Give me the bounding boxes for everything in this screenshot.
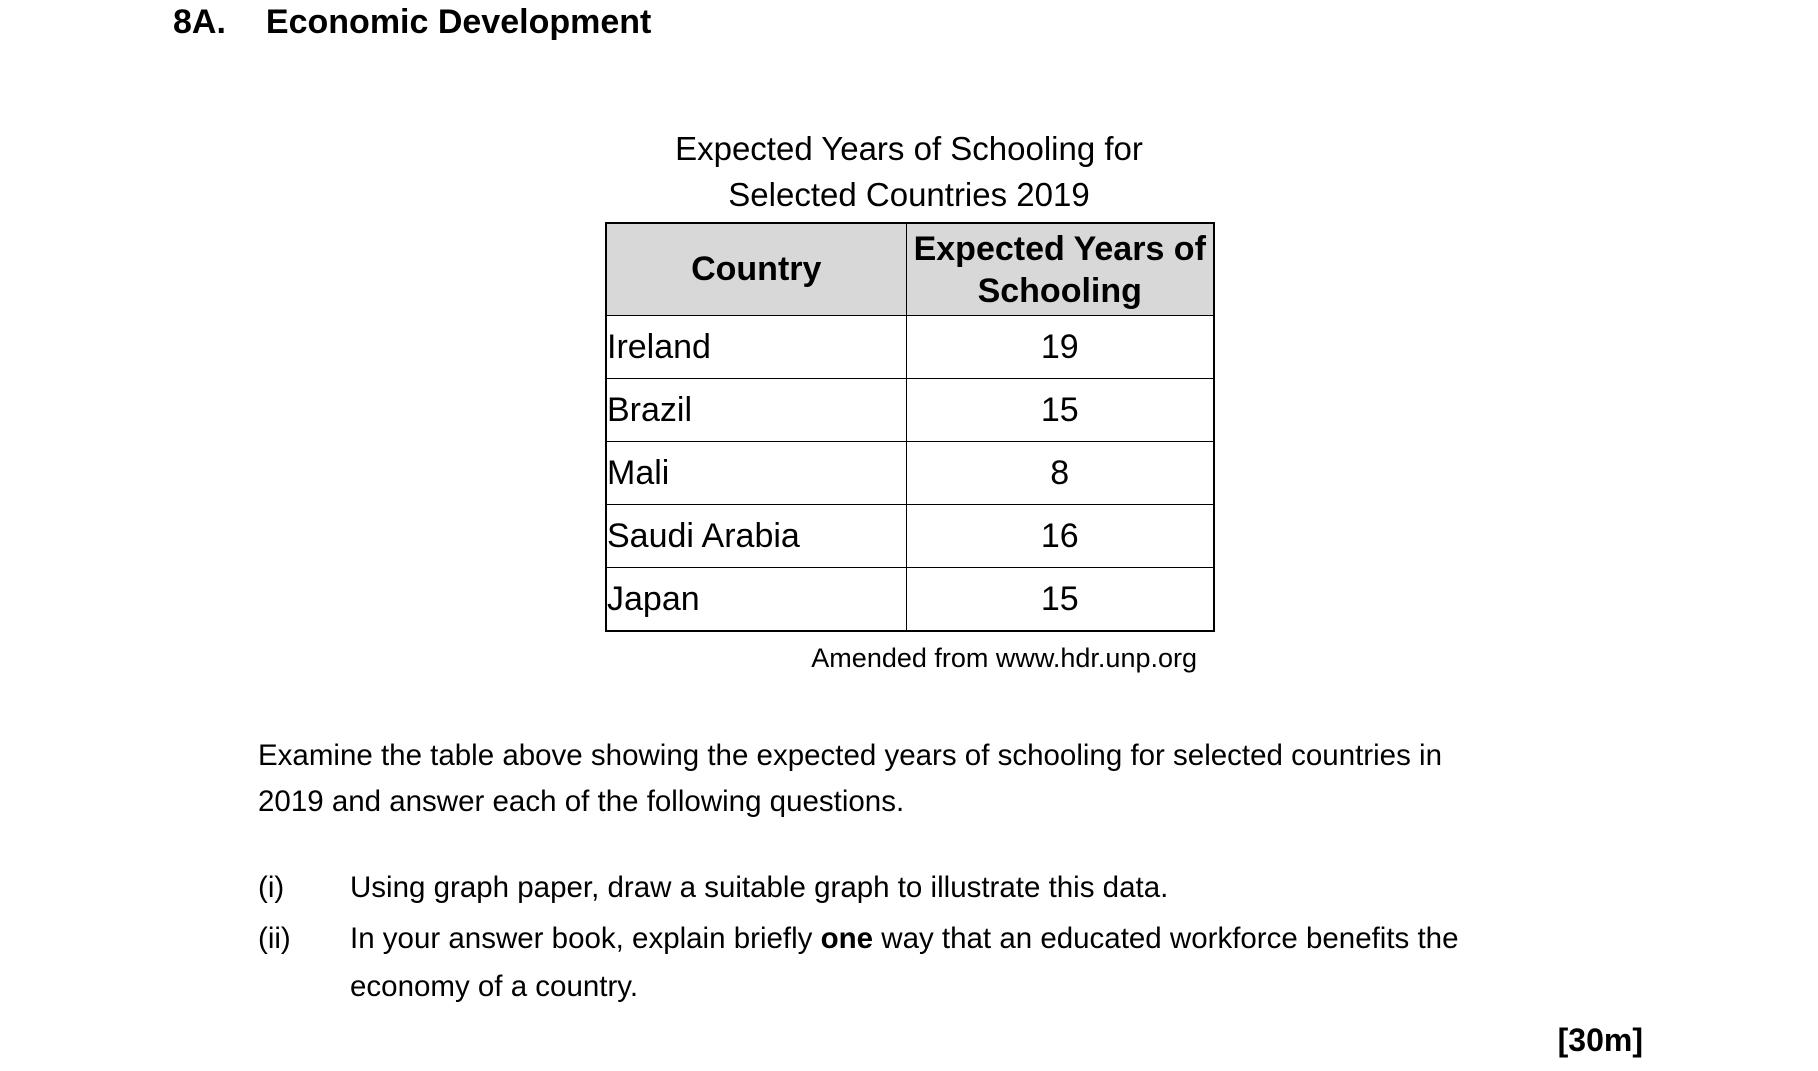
value-cell: 15 xyxy=(905,378,1215,442)
table-row: Mali 8 xyxy=(605,441,1215,505)
country-cell: Brazil xyxy=(605,378,907,442)
value-cell: 8 xyxy=(905,441,1215,505)
table-source-note: Amended from www.hdr.unp.org xyxy=(811,643,1197,673)
section-title: Economic Development xyxy=(265,3,652,41)
question-ii: (ii) In your answer book, explain briefly… xyxy=(258,915,1680,1011)
table-title: Expected Years of Schooling for Selected… xyxy=(675,130,1143,213)
country-cell: Mali xyxy=(605,441,907,505)
intro-paragraph: Examine the table above showing the expe… xyxy=(258,739,1442,818)
table-row: Japan 15 xyxy=(605,567,1215,632)
question-list: (i) Using graph paper, draw a suitable gr… xyxy=(258,864,1680,1011)
question-ii-text-post: way that an educated workforce benefits … xyxy=(350,922,1459,1003)
table-header-row: Country Expected Years of Schooling xyxy=(605,222,1215,316)
question-i-number: (i) xyxy=(258,871,285,904)
column-header-expected-years: Expected Years of Schooling xyxy=(905,222,1215,316)
country-cell: Japan xyxy=(605,567,907,632)
question-ii-number: (ii) xyxy=(258,922,291,955)
value-cell: 16 xyxy=(905,504,1215,568)
table-row: Brazil 15 xyxy=(605,378,1215,442)
section-heading: 8A. Economic Development xyxy=(173,0,651,44)
question-i-text: Using graph paper, draw a suitable graph… xyxy=(350,871,1169,904)
question-ii-text: In your answer book, explain briefly one… xyxy=(350,915,1680,1011)
marks-label: [30m] xyxy=(1557,1022,1643,1058)
table-row: Ireland 19 xyxy=(605,315,1215,379)
country-cell: Ireland xyxy=(605,315,907,379)
value-cell: 15 xyxy=(905,567,1215,632)
schooling-table: Country Expected Years of Schooling Irel… xyxy=(605,222,1215,632)
question-ii-bold-word: one xyxy=(820,922,874,955)
value-cell: 19 xyxy=(905,315,1215,379)
question-i: (i) Using graph paper, draw a suitable gr… xyxy=(258,864,1680,912)
question-ii-text-pre: In your answer book, explain briefly xyxy=(350,922,821,955)
section-number: 8A. xyxy=(173,3,226,41)
country-cell: Saudi Arabia xyxy=(605,504,907,568)
column-header-country: Country xyxy=(605,222,907,316)
table-row: Saudi Arabia 16 xyxy=(605,504,1215,568)
